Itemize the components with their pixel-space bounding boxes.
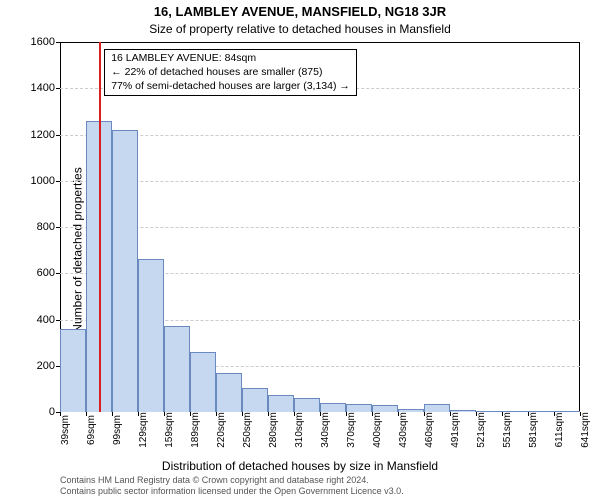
x-tick-mark: [502, 412, 503, 416]
histogram-bar: [268, 395, 294, 412]
x-tick-mark: [60, 412, 61, 416]
x-tick-mark: [476, 412, 477, 416]
x-axis-label: Distribution of detached houses by size …: [0, 459, 600, 473]
y-tick-label: 200: [37, 360, 55, 372]
y-tick-label: 1200: [31, 129, 55, 141]
title-sub: Size of property relative to detached ho…: [0, 22, 600, 36]
x-tick-label: 99sqm: [112, 415, 123, 445]
x-tick-label: 250sqm: [242, 412, 253, 448]
histogram-bar: [528, 411, 554, 412]
x-tick-label: 310sqm: [294, 412, 305, 448]
x-tick-label: 521sqm: [476, 412, 487, 448]
histogram-bar: [164, 326, 190, 412]
x-tick-mark: [528, 412, 529, 416]
gridline: [60, 181, 580, 182]
histogram-bar: [372, 405, 398, 412]
gridline: [60, 227, 580, 228]
x-tick-label: 460sqm: [424, 412, 435, 448]
histogram-bar: [502, 411, 528, 412]
x-tick-mark: [372, 412, 373, 416]
x-tick-label: 220sqm: [216, 412, 227, 448]
x-tick-mark: [216, 412, 217, 416]
histogram-bar: [112, 130, 138, 412]
x-tick-label: 551sqm: [502, 412, 513, 448]
gridline: [60, 135, 580, 136]
x-tick-label: 340sqm: [320, 412, 331, 448]
x-tick-mark: [424, 412, 425, 416]
y-tick-label: 400: [37, 314, 55, 326]
x-tick-mark: [190, 412, 191, 416]
footer: Contains HM Land Registry data © Crown c…: [60, 475, 404, 497]
annotation-line: 77% of semi-detached houses are larger (…: [111, 80, 350, 94]
x-tick-label: 370sqm: [346, 412, 357, 448]
annotation-box: 16 LAMBLEY AVENUE: 84sqm← 22% of detache…: [104, 49, 357, 96]
x-tick-label: 430sqm: [398, 412, 409, 448]
x-tick-mark: [320, 412, 321, 416]
chart-container: 16, LAMBLEY AVENUE, MANSFIELD, NG18 3JR …: [0, 0, 600, 500]
histogram-bar: [554, 411, 580, 412]
x-tick-mark: [86, 412, 87, 416]
histogram-bar: [320, 403, 346, 412]
y-tick-label: 0: [49, 406, 55, 418]
x-tick-label: 491sqm: [450, 412, 461, 448]
x-tick-label: 280sqm: [268, 412, 279, 448]
x-tick-mark: [554, 412, 555, 416]
x-tick-label: 641sqm: [580, 412, 591, 448]
title-main: 16, LAMBLEY AVENUE, MANSFIELD, NG18 3JR: [0, 4, 600, 19]
footer-line-2: Contains public sector information licen…: [60, 486, 404, 497]
x-tick-label: 581sqm: [528, 412, 539, 448]
y-tick-label: 1000: [31, 175, 55, 187]
x-tick-mark: [268, 412, 269, 416]
x-tick-label: 400sqm: [372, 412, 383, 448]
histogram-bar: [476, 411, 502, 412]
histogram-bar: [450, 410, 476, 412]
x-tick-label: 129sqm: [138, 412, 149, 448]
x-tick-mark: [164, 412, 165, 416]
histogram-bar: [398, 409, 424, 412]
annotation-line: 16 LAMBLEY AVENUE: 84sqm: [111, 52, 350, 66]
x-tick-mark: [346, 412, 347, 416]
y-tick-mark: [56, 42, 60, 43]
x-tick-mark: [294, 412, 295, 416]
x-tick-label: 69sqm: [86, 415, 97, 445]
marker-line: [99, 42, 101, 412]
histogram-bar: [424, 404, 450, 412]
x-tick-mark: [580, 412, 581, 416]
histogram-bar: [138, 259, 164, 412]
histogram-bar: [294, 398, 320, 412]
x-tick-label: 159sqm: [164, 412, 175, 448]
x-tick-mark: [398, 412, 399, 416]
x-tick-label: 39sqm: [60, 415, 71, 445]
x-tick-mark: [138, 412, 139, 416]
x-tick-label: 611sqm: [554, 413, 565, 448]
x-tick-mark: [450, 412, 451, 416]
y-tick-label: 1600: [31, 36, 55, 48]
x-tick-mark: [242, 412, 243, 416]
y-tick-label: 1400: [31, 82, 55, 94]
annotation-line: ← 22% of detached houses are smaller (87…: [111, 66, 350, 80]
histogram-bar: [242, 388, 268, 412]
x-tick-label: 189sqm: [190, 412, 201, 448]
y-tick-label: 800: [37, 221, 55, 233]
histogram-bar: [216, 373, 242, 412]
footer-line-1: Contains HM Land Registry data © Crown c…: [60, 475, 404, 486]
histogram-bar: [190, 352, 216, 412]
x-tick-mark: [112, 412, 113, 416]
y-tick-label: 600: [37, 267, 55, 279]
histogram-bar: [346, 404, 372, 412]
plot-area: 0200400600800100012001400160039sqm69sqm9…: [60, 42, 580, 412]
histogram-bar: [60, 329, 86, 412]
